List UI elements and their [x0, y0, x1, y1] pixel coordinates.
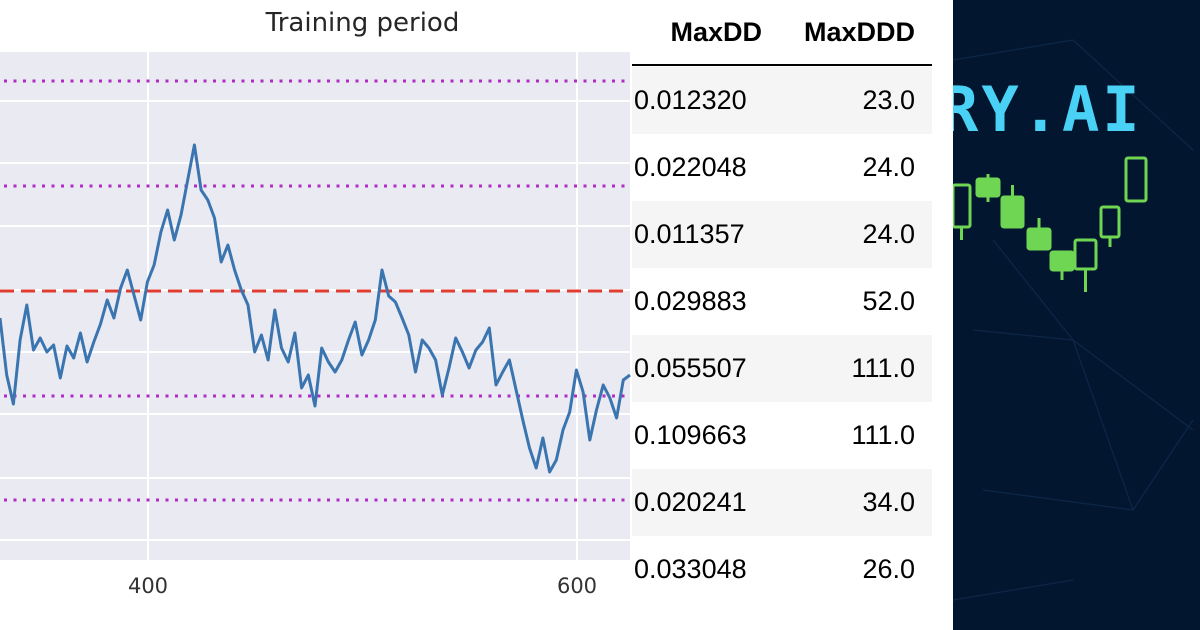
maxddd-cell: 111.0: [851, 353, 915, 383]
maxddd-cell: 34.0: [862, 487, 915, 517]
maxdd-cell: 0.011357: [634, 219, 745, 249]
maxdd-cell: 0.020241: [634, 487, 747, 517]
line-chart: [0, 52, 631, 560]
table-row: 0.011357 24.0: [632, 201, 932, 268]
brand-logo-text: RY.AI: [953, 73, 1143, 146]
chart-panel: Training period 400 600: [0, 8, 631, 598]
candlestick-icon: [953, 156, 1148, 292]
plot-area: [0, 52, 630, 560]
maxddd-cell: 111.0: [851, 420, 915, 450]
table-row: 0.012320 23.0: [632, 67, 932, 134]
table-row: 0.020241 34.0: [632, 469, 932, 536]
maxddd-cell: 52.0: [862, 286, 915, 316]
table-row: 0.055507 111.0: [632, 335, 932, 402]
brand-banner: RY.AI: [953, 0, 1200, 630]
background-network-pattern: [953, 39, 1194, 601]
maxdd-cell: 0.055507: [634, 353, 747, 383]
table-row: 0.022048 24.0: [632, 134, 932, 201]
chart-title: Training period: [265, 8, 460, 38]
header-rule: [632, 64, 932, 66]
drawdown-table: MaxDD MaxDDD 0.012320 23.0 0.022048 24.0 0.0…: [632, 0, 953, 630]
column-header-maxdd: MaxDD: [670, 16, 762, 47]
maxdd-cell: 0.109663: [634, 420, 747, 450]
x-tick-label: 600: [556, 574, 598, 598]
table-row: 0.033048 26.0: [632, 536, 932, 603]
table-row: 0.029883 52.0: [632, 268, 932, 335]
maxddd-cell: 24.0: [862, 219, 915, 249]
table-row: 0.109663 111.0: [632, 402, 932, 469]
maxddd-cell: 24.0: [862, 152, 915, 182]
maxddd-cell: 23.0: [862, 85, 915, 115]
maxdd-cell: 0.022048: [634, 152, 747, 182]
maxdd-cell: 0.033048: [634, 554, 747, 584]
table-header: MaxDD MaxDDD: [632, 0, 932, 64]
maxddd-cell: 26.0: [862, 554, 915, 584]
column-header-maxddd: MaxDDD: [803, 16, 915, 47]
series-line: [0, 143, 631, 474]
maxdd-cell: 0.029883: [634, 286, 747, 316]
x-tick-label: 400: [127, 574, 169, 598]
maxdd-cell: 0.012320: [634, 85, 747, 115]
